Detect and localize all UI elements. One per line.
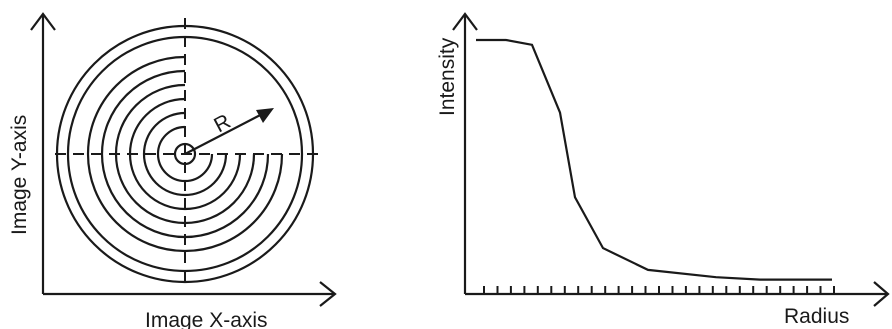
intensity-chart: Radius Intensity [436, 12, 890, 328]
right-x-axis-arrowhead [873, 281, 890, 307]
right-y-axis-label: Intensity [436, 37, 459, 116]
center-circle [173, 142, 197, 166]
x-axis-ticks [483, 286, 835, 294]
outer-ring-2 [66, 35, 304, 273]
left-y-axis-arrowhead [30, 12, 56, 31]
radius-label: R [210, 110, 234, 137]
left-x-axis-arrowhead [319, 281, 337, 307]
right-y-axis-arrowhead [452, 12, 478, 31]
inner-ring-arc-2 [100, 69, 270, 239]
left-x-axis-label: Image X-axis [145, 309, 268, 329]
ring-diagram: R Image X-axis Image Y-axis [8, 12, 337, 329]
radius-arrowhead [256, 108, 274, 123]
radius-arrow-line [184, 109, 271, 155]
intensity-series-line [476, 38, 832, 281]
inner-ring-arc-3 [114, 83, 256, 225]
inner-ring-arc-6 [156, 125, 214, 183]
inner-ring-arc-5 [142, 111, 228, 197]
right-x-axis-label: Radius [784, 305, 849, 328]
outer-ring-1 [55, 24, 315, 284]
inner-ring-arc-4 [128, 97, 242, 211]
inner-ring-arc-1 [86, 55, 284, 253]
inner-ring-arcs [86, 55, 284, 253]
left-y-axis-label: Image Y-axis [8, 115, 31, 235]
